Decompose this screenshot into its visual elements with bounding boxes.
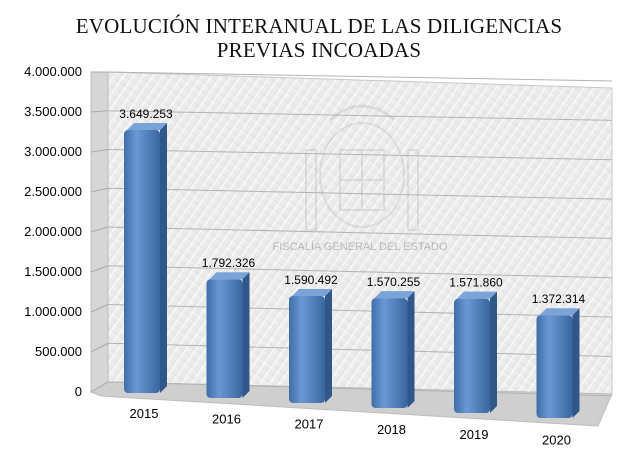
gridline-side — [90, 110, 109, 113]
gridline-side — [90, 304, 109, 313]
bar-side — [490, 291, 497, 413]
gridline — [107, 226, 613, 239]
value-label-2018: 1.570.255 — [367, 275, 421, 289]
y-tick-label: 0 — [75, 384, 82, 399]
x-tick-labels: 2015 2016 2017 2018 2019 2020 — [130, 406, 571, 448]
bar-side — [325, 288, 332, 403]
bars — [124, 123, 580, 418]
y-tick-label: 2.000.000 — [24, 224, 82, 239]
bar-side — [242, 272, 250, 398]
value-label-2016: 1.792.326 — [202, 256, 256, 270]
bar-front — [206, 279, 243, 398]
value-label-2017: 1.590.492 — [284, 273, 338, 287]
gridline-side — [90, 226, 109, 233]
gridline-side — [90, 149, 109, 153]
bar-front — [454, 298, 490, 413]
gridline — [107, 110, 613, 121]
gridline — [107, 381, 613, 397]
chart-title-line-1: EVOLUCIÓN INTERANUAL DE LAS DILIGENCIAS — [75, 14, 563, 38]
x-tick-label-2017: 2017 — [295, 417, 324, 432]
x-tick-label-2016: 2016 — [212, 411, 241, 426]
gridline-side — [90, 265, 109, 273]
bar-side — [160, 123, 167, 393]
bar-top — [457, 291, 497, 299]
gridline-side — [90, 381, 109, 393]
y-tick-label: 1.000.000 — [24, 304, 82, 319]
y-tick-labels: 0 500.000 1.000.000 1.500.000 2.000.000 2.500… — [24, 64, 82, 399]
bar-2020 — [536, 308, 580, 418]
bar-2017 — [289, 288, 332, 403]
y-tick-label: 500.000 — [35, 344, 82, 359]
bar-top — [374, 291, 415, 299]
x-tick-label-2020: 2020 — [542, 433, 571, 448]
bar-top — [127, 123, 167, 131]
watermark-text: FISCALÍA GENERAL DEL ESTADO — [272, 240, 447, 253]
gridline-side — [90, 342, 109, 353]
gridline — [107, 71, 613, 82]
gridline — [107, 187, 613, 200]
value-label-2020: 1.372.314 — [532, 292, 586, 306]
bar-top — [292, 288, 332, 296]
bar-top — [209, 272, 250, 280]
gridline — [107, 265, 613, 279]
value-label-2019: 1.571.860 — [449, 276, 503, 290]
bar-front — [289, 295, 325, 403]
y-tick-label: 3.500.000 — [24, 104, 82, 119]
value-labels: 3.649.253 1.792.326 1.590.492 1.570.255 1.57… — [119, 107, 585, 306]
x-tick-label-2015: 2015 — [130, 406, 159, 421]
bar-front — [124, 130, 160, 393]
side-wall — [90, 71, 109, 393]
bar-2016 — [206, 272, 250, 398]
bar-front — [536, 315, 573, 418]
gridline-side — [90, 187, 109, 193]
gridline — [107, 304, 613, 318]
bar-front — [371, 298, 408, 408]
watermark-seal: FISCALÍA GENERAL DEL ESTADO — [272, 104, 448, 253]
bar-side — [407, 291, 415, 408]
bar-2018 — [371, 291, 415, 408]
x-tick-label-2018: 2018 — [377, 422, 406, 437]
gridline — [107, 149, 613, 161]
y-tick-label: 4.000.000 — [24, 64, 82, 79]
y-tick-label: 3.000.000 — [24, 144, 82, 159]
x-tick-label-2019: 2019 — [460, 427, 489, 442]
gridlines — [90, 71, 613, 397]
y-tick-label: 2.500.000 — [24, 184, 82, 199]
y-tick-label: 1.500.000 — [24, 264, 82, 279]
bar-2019 — [454, 291, 497, 413]
value-label-2015: 3.649.253 — [119, 107, 173, 121]
bar-side — [572, 308, 580, 418]
gridline — [107, 342, 613, 358]
bar-2015 — [124, 123, 167, 393]
bar-top — [539, 308, 580, 316]
chart-title-line-2: PREVIAS INCOADAS — [216, 38, 422, 62]
